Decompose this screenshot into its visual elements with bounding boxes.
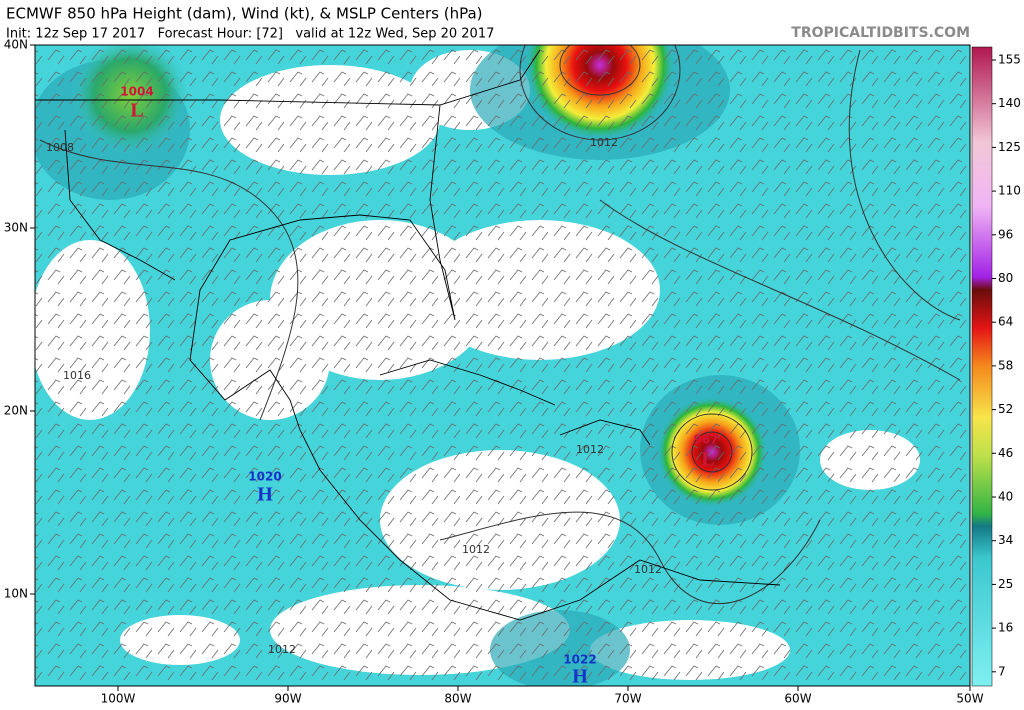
lat-label: 30N (4, 221, 28, 235)
lon-label: 90W (274, 692, 301, 706)
low-symbol: L (701, 449, 714, 471)
lon-label: 100W (101, 692, 136, 706)
colorbar-label: 34 (998, 533, 1013, 547)
isobar-label: 1012 (462, 543, 490, 556)
coastlines (35, 49, 781, 621)
lat-label: 10N (4, 587, 28, 601)
lat-label: 20N (4, 404, 28, 418)
high-symbol: H (572, 666, 588, 688)
lat-label: 40N (4, 38, 28, 52)
colorbar (971, 46, 993, 687)
map-frame (34, 44, 971, 687)
isobar-label: 1016 (63, 369, 91, 382)
pressure-value: 1020 (248, 470, 281, 484)
colorbar-label: 110 (998, 184, 1021, 198)
colorbar-label: 25 (998, 577, 1013, 591)
colorbar-label: 52 (998, 402, 1013, 416)
isobar-label: 1012 (576, 443, 604, 456)
colorbar-label: 80 (998, 271, 1013, 285)
colorbar-label: 155 (998, 53, 1021, 67)
colorbar-label: 140 (998, 96, 1021, 110)
high-symbol: H (257, 484, 273, 506)
lon-label: 70W (614, 692, 641, 706)
colorbar-label: 40 (998, 490, 1013, 504)
pressure-value: 1022 (563, 653, 596, 667)
colorbar-label: 16 (998, 621, 1013, 635)
lon-label: 80W (444, 692, 471, 706)
isobar-label: 1008 (46, 141, 74, 154)
axis-labels: 40N 30N 20N 10N 100W 90W 80W 70W 60W 50W (4, 38, 984, 706)
isobar-label: 1012 (590, 136, 618, 149)
map-field (35, 45, 970, 686)
colorbar-label: 46 (998, 446, 1013, 460)
colorbar-label: 7 (998, 664, 1006, 678)
colorbar-label: 64 (998, 315, 1013, 329)
low-symbol: L (130, 100, 143, 122)
isobar-label: 1012 (634, 563, 662, 576)
colorbar-labels: 155 140 125 110 96 80 64 58 52 46 40 34 25 16 7 (992, 53, 1021, 678)
isobar-label: 1012 (268, 643, 296, 656)
pressure-value: 967 (693, 433, 718, 447)
wind-barbs (35, 45, 970, 686)
colorbar-label: 96 (998, 227, 1013, 241)
colorbar-label: 125 (998, 140, 1021, 154)
lon-label: 60W (784, 692, 811, 706)
source: TROPICALTIDBITS.COM (791, 25, 970, 41)
isobars (39, 45, 961, 604)
title: ECMWF 850 hPa Height (dam), Wind (kt), &… (6, 5, 483, 23)
colorbar-label: 58 (998, 358, 1013, 372)
lon-label: 50W (956, 692, 983, 706)
pressure-value: 1004 (120, 85, 153, 99)
subtitle: Init: 12z Sep 17 2017 Forecast Hour: [72… (6, 27, 494, 42)
